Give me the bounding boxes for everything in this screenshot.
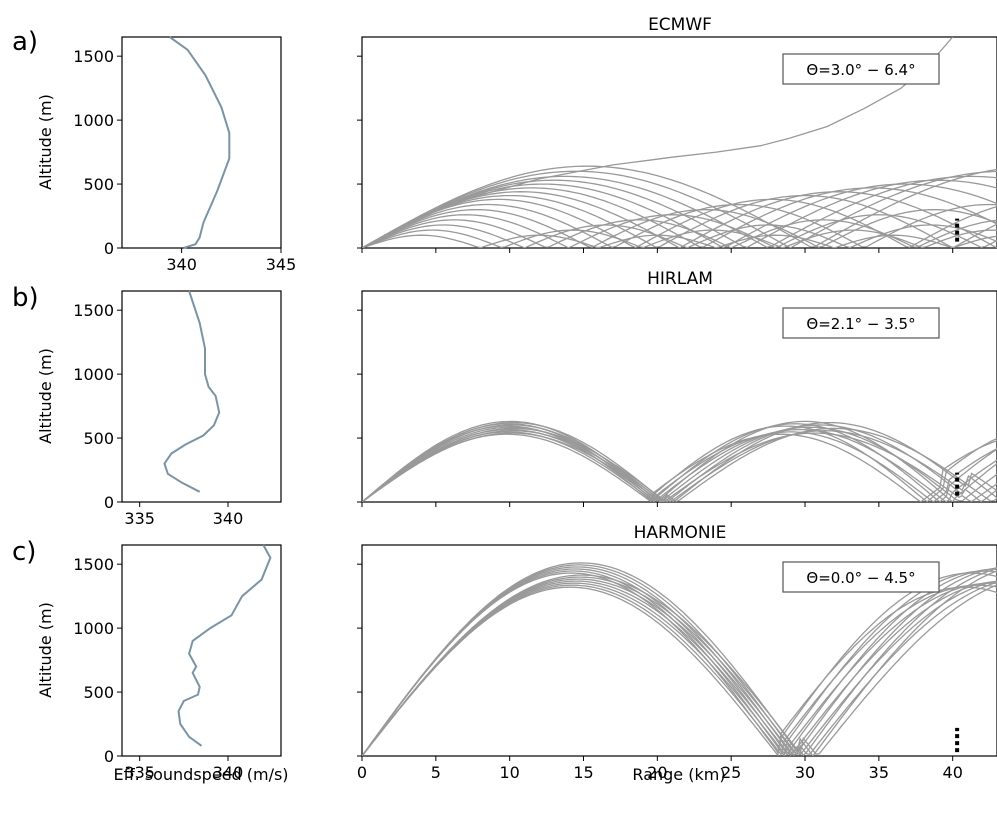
- left-axes-b: [121, 290, 282, 503]
- escape-ray-a: [362, 37, 954, 248]
- angle-text-b: Θ=2.1° − 3.5°: [806, 315, 915, 333]
- ray-c: [362, 574, 997, 756]
- ray-b: [362, 420, 997, 502]
- ray-a: [362, 191, 997, 248]
- left-xtick-label-a: 345: [266, 255, 297, 274]
- ray-c: [362, 572, 997, 756]
- left-ytick-label-b: 1000: [73, 365, 114, 384]
- angle-annotation-b: Θ=2.1° − 3.5°: [782, 307, 940, 339]
- ray-paths-c: [362, 562, 997, 756]
- ray-b: [362, 421, 997, 502]
- ray-b: [362, 426, 997, 502]
- ray-a: [362, 214, 997, 248]
- soundspeed-profile-b: [163, 290, 221, 493]
- ray-c: [362, 584, 997, 756]
- ray-paths-a: [362, 37, 997, 248]
- ray-paths-b: [362, 420, 997, 502]
- left-ytick-label-a: 500: [83, 175, 114, 194]
- right-axes-c: [361, 544, 997, 757]
- ray-b: [362, 424, 997, 502]
- ylabel-a: Altitude (m): [36, 94, 55, 190]
- panel-label-a: a): [12, 27, 38, 57]
- left-ytick-label-c: 1000: [73, 619, 114, 638]
- soundspeed-profile-a: [169, 36, 231, 249]
- left-xtick-label-b: 335: [124, 509, 155, 528]
- left-ytick-label-c: 0: [104, 747, 114, 766]
- ray-a: [362, 170, 997, 248]
- ray-a: [362, 219, 997, 248]
- left-ytick-label-c: 1500: [73, 555, 114, 574]
- left-ytick-label-a: 0: [104, 239, 114, 258]
- right-xtick-label-c: 15: [573, 763, 593, 782]
- right-xtick-label-c: 40: [943, 763, 963, 782]
- ray-c: [362, 562, 997, 756]
- left-xtick-label-a: 340: [166, 255, 197, 274]
- title-ecmwf: ECMWF: [648, 15, 712, 35]
- angle-text-c: Θ=0.0° − 4.5°: [806, 569, 915, 587]
- left-ytick-label-b: 0: [104, 493, 114, 512]
- panel-label-b: b): [12, 283, 39, 313]
- left-xtick-label-b: 340: [213, 509, 244, 528]
- angle-annotation-c: Θ=0.0° − 4.5°: [782, 561, 940, 593]
- right-xtick-label-c: 5: [431, 763, 441, 782]
- right-xtick-label-c: 20: [647, 763, 667, 782]
- ray-a: [362, 175, 997, 248]
- xlabel-soundspeed: Eff. soundspeed (m/s): [113, 765, 288, 784]
- right-xtick-label-c: 10: [499, 763, 519, 782]
- ray-b: [362, 432, 997, 502]
- panel-label-c: c): [12, 537, 36, 567]
- right-xtick-label-c: 30: [795, 763, 815, 782]
- xlabel-range: Range (km): [632, 765, 725, 784]
- ray-a: [362, 203, 997, 248]
- axes-frames: [121, 36, 997, 757]
- title-hirlam: HIRLAM: [647, 269, 713, 289]
- right-xtick-label-c: 25: [721, 763, 741, 782]
- ray-c: [362, 576, 997, 756]
- left-axes-c: [121, 544, 282, 757]
- ylabel-c: Altitude (m): [36, 602, 55, 698]
- left-xtick-label-c: 340: [213, 763, 244, 782]
- ray-a: [362, 165, 997, 248]
- right-xtick-label-c: 0: [357, 763, 367, 782]
- left-ytick-label-c: 500: [83, 683, 114, 702]
- ray-b: [362, 430, 997, 502]
- ray-c: [362, 568, 997, 756]
- ray-c: [362, 566, 997, 756]
- ray-a: [362, 234, 997, 248]
- angle-annotation-a: Θ=3.0° − 6.4°: [782, 53, 940, 85]
- plot-data: [163, 36, 997, 756]
- axes-ticks: 0 500 1000 1500 340 345 0 500 1000 1500 335 340 0 500…: [73, 47, 963, 782]
- left-ytick-label-a: 1000: [73, 111, 114, 130]
- left-ytick-label-a: 1500: [73, 47, 114, 66]
- left-ytick-label-b: 1500: [73, 301, 114, 320]
- right-xtick-label-c: 35: [869, 763, 889, 782]
- left-xtick-label-c: 335: [124, 763, 155, 782]
- title-harmonie: HARMONIE: [634, 523, 727, 543]
- right-axes-b: [361, 290, 997, 503]
- soundspeed-profile-c: [177, 544, 272, 747]
- left-ytick-label-b: 500: [83, 429, 114, 448]
- ylabel-b: Altitude (m): [36, 348, 55, 444]
- ray-a: [362, 224, 997, 248]
- ray-b: [362, 427, 997, 502]
- ray-c: [362, 564, 997, 756]
- left-axes-a: [121, 36, 282, 249]
- angle-text-a: Θ=3.0° − 6.4°: [806, 61, 915, 79]
